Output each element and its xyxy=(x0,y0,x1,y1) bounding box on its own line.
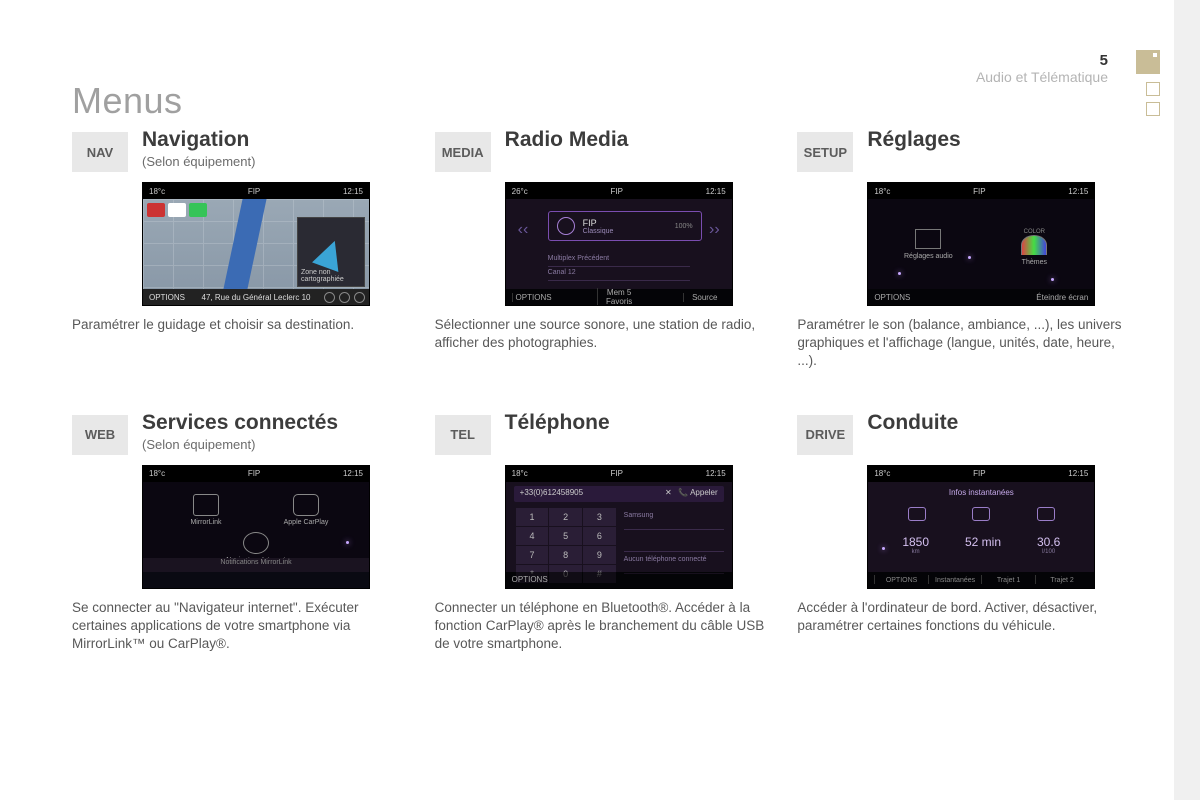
title-web: Services connectés xyxy=(142,411,338,435)
cell-drive: DRIVE Conduite 18°cFIP12:15 Infos instan… xyxy=(797,411,1132,654)
setup-themes: COLORThèmes xyxy=(994,229,1074,266)
section-label: Audio et Télématique xyxy=(976,69,1108,85)
desc-setup: Paramétrer le son (balance, ambiance, ..… xyxy=(797,316,1127,371)
media-station-sub: Classique xyxy=(583,228,614,235)
badge-setup: SETUP xyxy=(797,132,853,172)
badge-web: WEB xyxy=(72,415,128,455)
chevron-right-icon: ›› xyxy=(709,221,720,239)
tel-call: Appeler xyxy=(690,488,718,497)
cell-tel: TEL Téléphone 18°cFIP12:15 +33(0)6124589… xyxy=(435,411,770,654)
badge-media: MEDIA xyxy=(435,132,491,172)
carplay-icon xyxy=(293,494,319,516)
thumb-media: 26°c FIP 12:15 ‹‹ ›› FIP Classique 100% Mu… xyxy=(505,182,733,306)
cell-setup: SETUP Réglages 18°cFIP12:15 Réglages aud… xyxy=(797,128,1132,371)
speaker-icon xyxy=(915,229,941,249)
desc-media: Sélectionner une source sonore, une stat… xyxy=(435,316,765,352)
desc-tel: Connecter un téléphone en Bluetooth®. Ac… xyxy=(435,599,765,654)
palette-icon xyxy=(1021,235,1047,255)
cell-media: MEDIA Radio Media 26°c FIP 12:15 ‹‹ ›› FIP… xyxy=(435,128,770,371)
stat-time: 52 min xyxy=(965,535,1001,549)
media-row-1: Multiplex Précédent xyxy=(548,253,690,267)
title-media: Radio Media xyxy=(505,128,629,152)
page-title: Menus xyxy=(72,80,183,122)
radio-icon xyxy=(557,217,575,235)
page-number: 5 xyxy=(1100,52,1108,69)
badge-tel: TEL xyxy=(435,415,491,455)
corner-marker xyxy=(1136,50,1160,74)
setup-options: OPTIONS xyxy=(874,293,910,302)
title-nav: Navigation xyxy=(142,128,255,152)
desc-drive: Accéder à l'ordinateur de bord. Activer,… xyxy=(797,599,1127,635)
media-footer: OPTIONS Mem 5 Favoris Source xyxy=(506,289,732,305)
thumb-web: 18°cFIP12:15 MirrorLink Apple CarPlay Na… xyxy=(142,465,370,589)
thumb-drive: 18°cFIP12:15 Infos instantanées 1850km 5… xyxy=(867,465,1095,589)
badge-nav: NAV xyxy=(72,132,128,172)
stat-km: 1850 xyxy=(902,535,929,549)
thumb-nav: 18°c FIP 12:15 Zone non cartographiée OPTI… xyxy=(142,182,370,306)
subtitle-web: (Selon équipement) xyxy=(142,437,338,452)
web-foot: Notifications MirrorLink xyxy=(143,558,369,572)
media-time: 12:15 xyxy=(706,187,726,196)
cell-nav: NAV Navigation (Selon équipement) 18°c FI… xyxy=(72,128,407,371)
stat-cons: 30.6 xyxy=(1037,535,1060,549)
nav-station: FIP xyxy=(248,187,260,196)
media-temp: 26°c xyxy=(512,187,528,196)
media-signal: 100% xyxy=(675,223,693,230)
tel-number: +33(0)612458905 xyxy=(520,488,583,500)
eco-icon xyxy=(972,507,990,521)
chevron-left-icon: ‹‹ xyxy=(518,221,529,239)
drive-title: Infos instantanées xyxy=(868,488,1094,497)
nav-address: 47, Rue du Général Leclerc 10 xyxy=(202,293,311,302)
badge-drive: DRIVE xyxy=(797,415,853,455)
media-row-2: Canal 12 xyxy=(548,267,690,281)
tile-carplay: Apple CarPlay xyxy=(271,494,341,526)
gauge-icon xyxy=(908,507,926,521)
drive-footer: OPTIONS Instantanées Trajet 1 Trajet 2 xyxy=(868,572,1094,588)
corner-outline-1 xyxy=(1146,82,1160,96)
menu-grid: NAV Navigation (Selon équipement) 18°cFI… xyxy=(72,128,1132,653)
globe-icon xyxy=(243,532,269,554)
nav-time: 12:15 xyxy=(343,187,363,196)
setup-off: Éteindre écran xyxy=(1036,293,1088,302)
thumb-tel: 18°cFIP12:15 +33(0)612458905✕ 📞 Appeler … xyxy=(505,465,733,589)
fuel-icon xyxy=(1037,507,1055,521)
tile-mirrorlink: MirrorLink xyxy=(171,494,241,526)
tel-options: OPTIONS xyxy=(512,575,548,584)
side-strip xyxy=(1174,0,1200,800)
mirrorlink-icon xyxy=(193,494,219,516)
title-tel: Téléphone xyxy=(505,411,610,435)
media-stn: FIP xyxy=(610,187,622,196)
media-station-name: FIP xyxy=(583,218,614,228)
cell-web: WEB Services connectés (Selon équipement… xyxy=(72,411,407,654)
title-setup: Réglages xyxy=(867,128,960,152)
subtitle-nav: (Selon équipement) xyxy=(142,154,255,169)
nav-pano-label: Zone non cartographiée xyxy=(301,269,364,283)
nav-options: OPTIONS xyxy=(149,293,185,302)
nav-temp: 18°c xyxy=(149,187,165,196)
tel-side: Samsung Aucun téléphone connecté xyxy=(624,508,724,574)
corner-outline-2 xyxy=(1146,102,1160,116)
setup-audio: Réglages audio xyxy=(888,229,968,260)
thumb-setup: 18°cFIP12:15 Réglages audio COLORThèmes … xyxy=(867,182,1095,306)
desc-web: Se connecter au "Navigateur internet". E… xyxy=(72,599,402,654)
title-drive: Conduite xyxy=(867,411,958,435)
desc-nav: Paramétrer le guidage et choisir sa dest… xyxy=(72,316,402,334)
